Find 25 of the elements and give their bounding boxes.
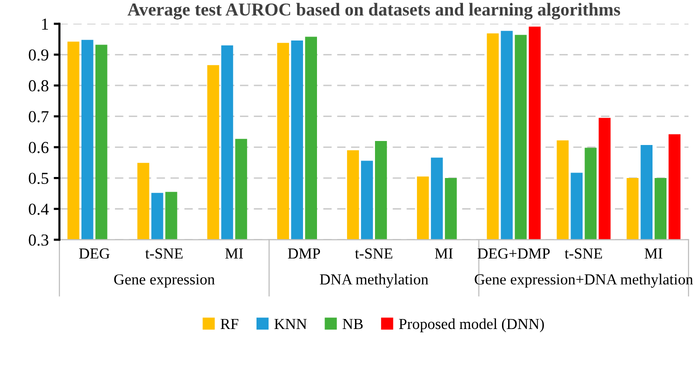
y-tick-label: 0.9	[28, 49, 48, 61]
y-tick-label: 0.7	[28, 111, 49, 122]
text: Gene expression+DNA methylation	[474, 274, 693, 288]
x-tick-label: t-SNE	[355, 248, 392, 259]
legend-label: Proposed model (DNN)	[399, 318, 544, 332]
x-tick-label: MI	[225, 248, 243, 259]
text: Gene expression	[114, 274, 215, 288]
y-tick-label: 1	[42, 18, 48, 30]
legend-label: NB	[342, 318, 363, 329]
x-tick-label: DEG	[79, 248, 110, 259]
x-tick-label: DEG+DMP	[478, 248, 550, 259]
x-tick-label: MI	[644, 248, 662, 259]
x-tick-label: DMP	[288, 248, 320, 259]
y-tick-label: 0.3	[28, 234, 48, 246]
legend-label: KNN	[274, 318, 307, 329]
x-tick-label: MI	[434, 248, 453, 259]
x-tick-label: t-SNE	[564, 248, 602, 259]
chart-title: Average test AUROC based on datasets and learning algorithms	[128, 2, 620, 20]
legend-label: RF	[220, 318, 238, 329]
y-tick-label: 0.5	[28, 172, 48, 184]
y-tick-label: 0.4	[28, 204, 49, 215]
text: DNA methylation	[320, 274, 428, 288]
x-tick-label: t-SNE	[145, 248, 183, 259]
y-tick-label: 0.8	[28, 80, 48, 92]
y-tick-label: 0.6	[28, 142, 48, 154]
